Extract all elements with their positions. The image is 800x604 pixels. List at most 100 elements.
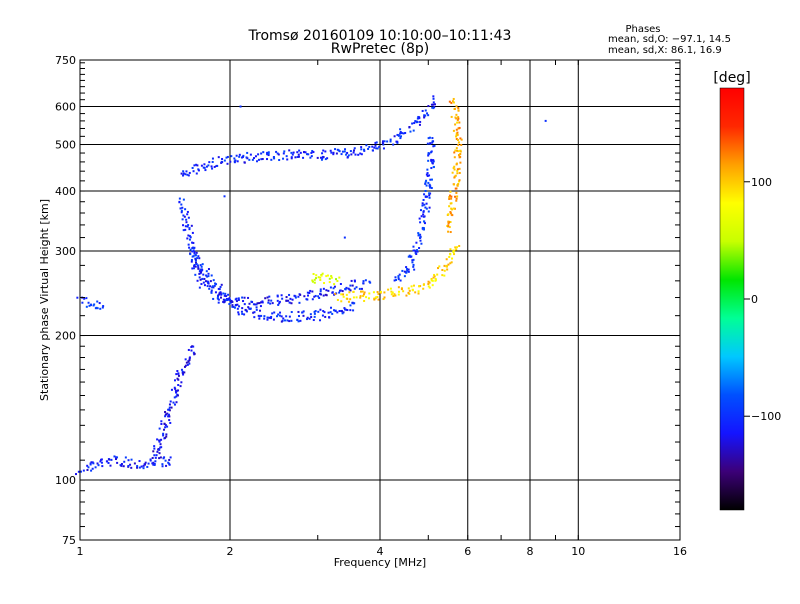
data-point bbox=[430, 277, 433, 280]
data-point bbox=[312, 273, 315, 276]
data-point bbox=[180, 172, 183, 175]
data-point bbox=[352, 302, 355, 305]
data-point bbox=[453, 183, 456, 186]
data-point bbox=[184, 208, 187, 211]
data-point bbox=[321, 272, 324, 275]
data-point bbox=[195, 263, 198, 266]
data-point bbox=[288, 293, 291, 296]
data-point bbox=[191, 166, 194, 169]
data-point bbox=[425, 173, 428, 176]
data-point bbox=[106, 460, 109, 463]
data-point bbox=[458, 167, 461, 170]
data-point bbox=[198, 270, 201, 273]
data-point bbox=[127, 459, 130, 462]
data-point bbox=[89, 303, 92, 306]
data-point bbox=[394, 276, 397, 279]
data-point bbox=[285, 155, 288, 158]
data-point bbox=[222, 292, 225, 295]
data-point bbox=[182, 373, 185, 376]
data-point bbox=[302, 156, 305, 159]
data-point bbox=[261, 301, 264, 304]
data-point bbox=[194, 259, 197, 262]
data-point bbox=[290, 302, 293, 305]
data-point bbox=[341, 312, 344, 315]
data-point bbox=[373, 298, 376, 301]
data-point bbox=[259, 305, 262, 308]
data-point bbox=[460, 143, 463, 146]
chart-title-line1: Tromsø 20160109 10:10:00–10:11:43 bbox=[248, 28, 512, 44]
data-point bbox=[186, 237, 189, 240]
data-point bbox=[299, 151, 302, 154]
data-point bbox=[386, 140, 389, 143]
data-point bbox=[403, 270, 406, 273]
data-point bbox=[241, 307, 244, 310]
data-point bbox=[423, 114, 426, 117]
data-point bbox=[405, 266, 408, 269]
data-point bbox=[354, 153, 357, 156]
data-point bbox=[419, 239, 422, 242]
data-point bbox=[229, 160, 232, 163]
data-point bbox=[269, 317, 272, 320]
data-point bbox=[418, 123, 421, 126]
data-point bbox=[239, 105, 242, 108]
data-point bbox=[411, 259, 414, 262]
data-point bbox=[188, 238, 191, 241]
data-point bbox=[426, 168, 429, 171]
data-point bbox=[428, 183, 431, 186]
data-point bbox=[238, 153, 241, 156]
data-point bbox=[352, 309, 355, 312]
data-point bbox=[199, 268, 202, 271]
data-point bbox=[373, 146, 376, 149]
data-point bbox=[413, 122, 416, 125]
data-point bbox=[397, 286, 400, 289]
data-point bbox=[158, 457, 161, 460]
data-point bbox=[96, 307, 99, 310]
data-point bbox=[288, 301, 291, 304]
data-point bbox=[405, 271, 408, 274]
data-point bbox=[211, 167, 214, 170]
data-point bbox=[182, 172, 185, 175]
data-point bbox=[352, 296, 355, 299]
phase-colorbar bbox=[719, 87, 745, 511]
data-point bbox=[220, 160, 223, 163]
data-point bbox=[266, 151, 269, 154]
data-point bbox=[449, 262, 452, 265]
data-point bbox=[204, 280, 207, 283]
data-point bbox=[447, 213, 450, 216]
data-point bbox=[155, 454, 158, 457]
data-point bbox=[360, 153, 363, 156]
data-point bbox=[230, 155, 233, 158]
data-point bbox=[188, 171, 191, 174]
data-point bbox=[413, 249, 416, 252]
data-point bbox=[419, 236, 422, 239]
data-point bbox=[101, 306, 104, 309]
data-point bbox=[412, 265, 415, 268]
data-point bbox=[79, 470, 82, 473]
data-point bbox=[237, 311, 240, 314]
data-point bbox=[447, 220, 450, 223]
data-point bbox=[389, 287, 392, 290]
data-point bbox=[254, 303, 257, 306]
data-point bbox=[407, 268, 410, 271]
data-point bbox=[445, 258, 448, 261]
data-point bbox=[108, 458, 111, 461]
data-point bbox=[455, 197, 458, 200]
data-point bbox=[282, 317, 285, 320]
data-point bbox=[173, 403, 176, 406]
data-point bbox=[343, 308, 346, 311]
data-point bbox=[314, 310, 317, 313]
data-point bbox=[188, 227, 191, 230]
data-point bbox=[376, 296, 379, 299]
data-point bbox=[196, 257, 199, 260]
data-point bbox=[266, 153, 269, 156]
data-point bbox=[381, 141, 384, 144]
data-point bbox=[407, 255, 410, 258]
data-point bbox=[211, 286, 214, 289]
data-point bbox=[271, 312, 274, 315]
data-point bbox=[358, 287, 361, 290]
data-point bbox=[345, 153, 348, 156]
data-point bbox=[202, 273, 205, 276]
data-point bbox=[455, 162, 458, 165]
data-point bbox=[235, 300, 238, 303]
data-point bbox=[86, 468, 89, 471]
